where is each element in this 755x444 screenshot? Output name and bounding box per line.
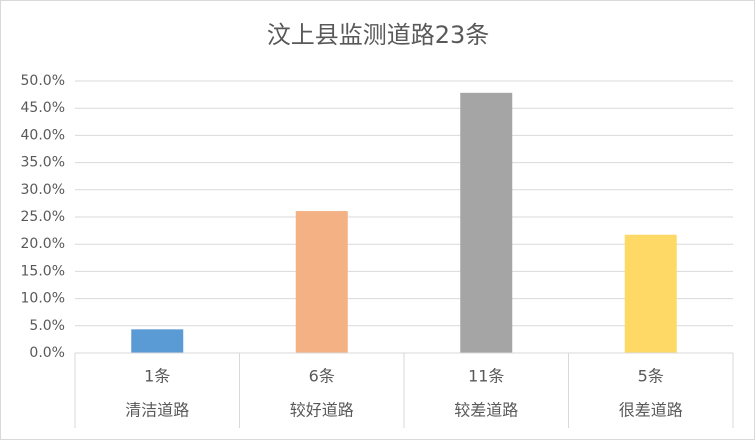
- chart-title: 汶上县监测道路23条: [267, 21, 490, 49]
- x-tick-label: 较差道路: [454, 401, 518, 420]
- x-tick-count: 1条: [144, 367, 170, 386]
- y-tick-label: 5.0%: [29, 318, 65, 334]
- y-tick-label: 40.0%: [21, 127, 65, 143]
- x-tick-label: 清洁道路: [125, 401, 189, 420]
- y-tick-label: 35.0%: [21, 155, 65, 171]
- bar: [460, 92, 513, 353]
- bar: [131, 329, 184, 353]
- bar: [624, 234, 677, 353]
- y-tick-label: 0.0%: [29, 345, 65, 361]
- y-tick-label: 25.0%: [21, 209, 65, 225]
- y-tick-label: 45.0%: [21, 100, 65, 116]
- y-tick-label: 10.0%: [21, 291, 65, 307]
- y-tick-label: 15.0%: [21, 263, 65, 279]
- y-tick-label: 50.0%: [21, 73, 65, 89]
- x-tick-label: 很差道路: [619, 401, 683, 420]
- y-tick-label: 20.0%: [21, 236, 65, 252]
- x-tick-count: 6条: [309, 367, 335, 386]
- y-tick-label: 30.0%: [21, 182, 65, 198]
- x-tick-count: 5条: [638, 367, 664, 386]
- x-tick-count: 11条: [468, 367, 504, 386]
- bar: [295, 211, 348, 353]
- x-tick-label: 较好道路: [290, 401, 354, 420]
